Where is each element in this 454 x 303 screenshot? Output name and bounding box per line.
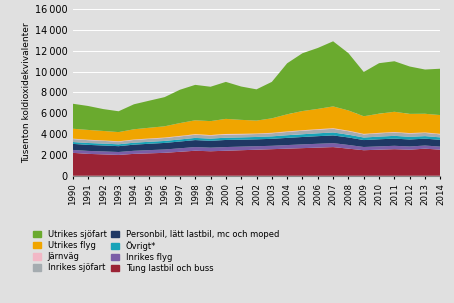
Legend: Utrikes sjöfart, Utrikes flyg, Järnväg, Inrikes sjöfart, Personbil, lätt lastbil: Utrikes sjöfart, Utrikes flyg, Järnväg, … [33, 230, 279, 273]
Y-axis label: Tusenton koldioxidekvivalenter: Tusenton koldioxidekvivalenter [22, 22, 31, 163]
